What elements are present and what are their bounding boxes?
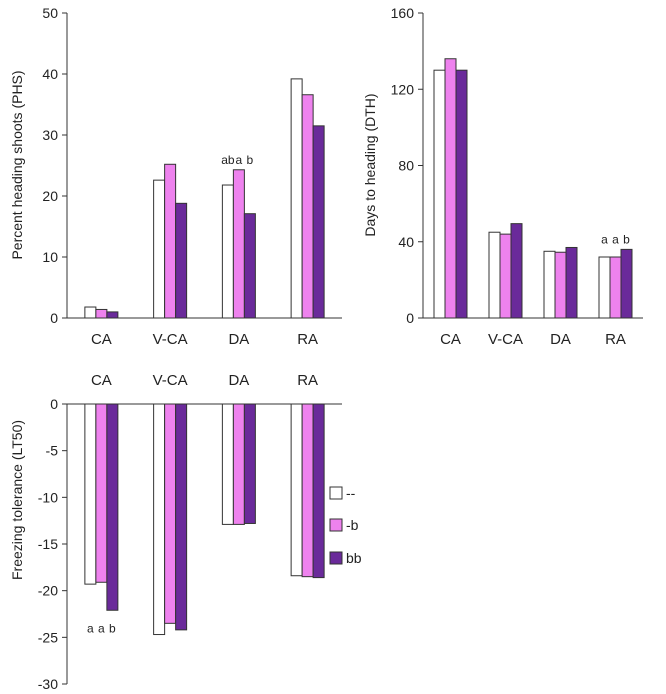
bar-v-ca-series-0 bbox=[488, 231, 501, 319]
x-category-label: CA bbox=[91, 331, 112, 348]
y-tick-label: 10 bbox=[42, 249, 58, 265]
x-category-label: DA bbox=[228, 372, 249, 389]
bar-da-series-2 bbox=[243, 403, 256, 524]
bar-ca-series-2 bbox=[106, 311, 119, 319]
bar-v-ca-series-2 bbox=[510, 223, 523, 319]
bar-ca-series-2 bbox=[106, 403, 119, 611]
bar-da-series-1 bbox=[554, 251, 567, 319]
y-axis-title: Freezing tolerance (LT50) bbox=[9, 420, 25, 580]
y-tick-label: 40 bbox=[398, 234, 414, 250]
x-category-label: CA bbox=[91, 372, 112, 389]
x-category-label: RA bbox=[605, 331, 626, 348]
x-category-label: CA bbox=[440, 331, 461, 348]
x-category-label: RA bbox=[297, 331, 318, 348]
y-tick-label: -20 bbox=[38, 583, 58, 599]
y-tick-label: -15 bbox=[38, 536, 58, 552]
bar-da-series-0 bbox=[221, 403, 234, 525]
significance-label: a bbox=[612, 232, 619, 246]
bar-da-series-0 bbox=[221, 184, 234, 319]
bar-ra-series-2 bbox=[312, 125, 325, 319]
legend-swatch bbox=[329, 551, 343, 565]
y-axis-title: Percent heading shoots (PHS) bbox=[9, 70, 25, 259]
bar-ca-series-1 bbox=[95, 308, 108, 319]
bar-v-ca-series-2 bbox=[175, 202, 188, 319]
bar-ra-series-1 bbox=[609, 256, 622, 319]
bar-ca-series-0 bbox=[433, 69, 446, 319]
bar-ra-series-0 bbox=[290, 403, 303, 577]
bar-da-series-2 bbox=[565, 246, 578, 319]
chart-lt50: 0 -5 -10 -15 -20 -25 -30 Freezing tolerance (LT… bbox=[9, 372, 342, 692]
legend: -- -b bb bbox=[329, 485, 362, 566]
y-axis-title: Days to heading (DTH) bbox=[362, 93, 378, 236]
y-tick-label: 0 bbox=[406, 310, 414, 326]
significance-label: a bbox=[601, 232, 608, 246]
y-tick-label: 50 bbox=[42, 5, 58, 21]
x-category-label: V-CA bbox=[153, 331, 188, 348]
chart-phs: 0 10 20 30 40 50 Percent heading shoots (PHS) C… bbox=[9, 5, 342, 348]
significance-label: a bbox=[87, 621, 94, 635]
bar-da-series-1 bbox=[232, 169, 245, 319]
significance-label: a bbox=[236, 153, 243, 167]
y-tick-label: 120 bbox=[391, 81, 415, 97]
significance-label: b bbox=[109, 621, 116, 635]
x-category-label: DA bbox=[550, 331, 571, 348]
bar-da-series-1 bbox=[232, 403, 245, 525]
bar-da-series-2 bbox=[243, 213, 256, 319]
bar-ca-series-2 bbox=[455, 69, 468, 319]
bar-ra-series-1 bbox=[301, 94, 314, 319]
x-category-label: V-CA bbox=[488, 331, 523, 348]
bar-ra-series-0 bbox=[290, 78, 303, 319]
bar-v-ca-series-0 bbox=[153, 179, 166, 319]
bar-v-ca-series-2 bbox=[175, 403, 188, 631]
y-tick-label: -30 bbox=[38, 676, 58, 692]
y-tick-label: 0 bbox=[50, 310, 58, 326]
y-tick-label: 0 bbox=[50, 396, 58, 412]
legend-label: -b bbox=[346, 517, 359, 533]
chart-dth: 0 40 80 120 160 Days to heading (DTH) CA V-CA DA… bbox=[362, 5, 643, 348]
significance-label: a bbox=[98, 621, 105, 635]
y-tick-label: 160 bbox=[391, 5, 415, 21]
legend-label: bb bbox=[346, 550, 362, 566]
y-tick-label: 20 bbox=[42, 188, 58, 204]
significance-label: b bbox=[247, 153, 254, 167]
legend-swatch bbox=[329, 518, 343, 532]
bar-ca-series-1 bbox=[95, 403, 108, 583]
legend-swatch bbox=[329, 486, 343, 500]
bar-v-ca-series-1 bbox=[164, 403, 177, 624]
bar-ra-series-2 bbox=[312, 403, 325, 579]
bar-ra-series-1 bbox=[301, 403, 314, 578]
bar-v-ca-series-1 bbox=[499, 233, 512, 319]
bar-ca-series-1 bbox=[444, 58, 457, 319]
y-tick-label: 40 bbox=[42, 66, 58, 82]
significance-label: b bbox=[623, 232, 630, 246]
x-category-label: V-CA bbox=[153, 372, 188, 389]
bar-ra-series-2 bbox=[620, 248, 633, 319]
x-category-label: RA bbox=[297, 372, 318, 389]
bar-v-ca-series-1 bbox=[164, 163, 177, 319]
y-tick-label: -25 bbox=[38, 629, 58, 645]
bar-ca-series-0 bbox=[84, 403, 97, 585]
y-tick-label: -5 bbox=[46, 443, 59, 459]
y-tick-label: 80 bbox=[398, 158, 414, 174]
bar-ca-series-0 bbox=[84, 306, 97, 319]
bar-da-series-0 bbox=[543, 250, 556, 319]
y-tick-label: 30 bbox=[42, 127, 58, 143]
x-category-label: DA bbox=[228, 331, 249, 348]
bar-ra-series-0 bbox=[598, 256, 611, 319]
legend-label: -- bbox=[346, 485, 356, 501]
bar-v-ca-series-0 bbox=[153, 403, 166, 636]
y-tick-label: -10 bbox=[38, 489, 58, 505]
significance-label: ab bbox=[221, 153, 235, 167]
